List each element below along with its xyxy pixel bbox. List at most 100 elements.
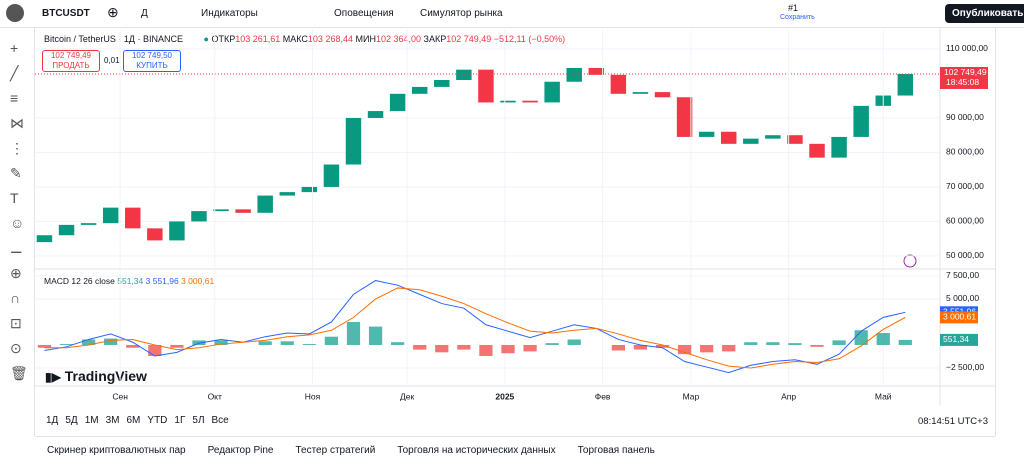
layout-name[interactable]: #1	[788, 3, 799, 13]
spread: 0,01	[104, 56, 120, 65]
buy-label: КУПИТЬ	[136, 61, 168, 70]
signal-value: 3 000,61	[181, 276, 215, 286]
histogram-bar	[700, 344, 714, 353]
candle-body	[654, 92, 671, 98]
candle-body	[787, 135, 803, 144]
candle-body	[36, 235, 53, 243]
candle-body	[213, 209, 229, 212]
candle-body	[544, 81, 560, 103]
histogram-bar	[854, 330, 868, 345]
indicator-line	[44, 280, 906, 374]
drawing-tools[interactable]: + ╱ ≡ ⋈ ⋮ ✎ T ☺ ⚊ ⊕ ∩ ⊡ ⊙ 🗑	[10, 40, 28, 381]
histogram-bar	[214, 340, 228, 345]
axis-value-box	[940, 311, 978, 324]
range-button[interactable]: YTD	[147, 415, 168, 426]
avatar[interactable]	[6, 4, 24, 22]
candle-body	[610, 74, 627, 94]
range-button[interactable]: 6М	[126, 415, 141, 426]
candle-body	[632, 92, 649, 94]
histogram-bar	[148, 344, 162, 357]
close-value: 102 749,49	[446, 34, 492, 44]
x-tick-label: Ноя	[305, 391, 321, 401]
y-tick-label: 80 000,00	[946, 147, 984, 157]
x-tick-label: Мар	[683, 391, 700, 401]
candle-body	[721, 131, 737, 144]
macd-name: MACD 12 26 close	[44, 276, 115, 286]
histogram-bar	[457, 344, 471, 350]
panel-tab[interactable]: Торговля на исторических данных	[397, 445, 556, 456]
y-tick-label: 110 000,00	[946, 43, 988, 53]
candle-body	[676, 97, 693, 137]
histogram-bar	[567, 339, 581, 345]
candle-body	[235, 209, 251, 213]
candle-body	[301, 186, 318, 193]
brand-text: TradingView	[64, 368, 147, 384]
axis-value-label: 3 000,61	[943, 312, 976, 322]
range-button[interactable]: 5Д	[65, 415, 78, 426]
x-tick-label: Фев	[595, 391, 611, 401]
replay[interactable]: Симулятор рынка	[420, 8, 503, 19]
y-tick-label: 90 000,00	[946, 112, 984, 122]
histogram-bar	[611, 344, 625, 351]
range-button[interactable]: 1М	[84, 415, 99, 426]
histogram-bar	[744, 342, 758, 345]
range-button[interactable]: 3М	[105, 415, 120, 426]
axis-value-label: 551,34	[943, 334, 969, 344]
histogram-bar	[104, 338, 118, 345]
indicators[interactable]: Индикаторы	[201, 8, 258, 19]
open-value: 103 261,61	[235, 34, 281, 44]
event-icon[interactable]	[903, 254, 917, 268]
open-label: ОТКР	[211, 34, 236, 44]
buy-price: 102 749,50	[131, 51, 173, 60]
last-price-label: 102 749,49	[944, 67, 987, 77]
interval[interactable]: Д	[141, 8, 148, 19]
sell-label: ПРОДАТЬ	[52, 61, 90, 70]
histogram-bar	[435, 344, 449, 353]
range-button[interactable]: 5Л	[192, 415, 205, 426]
countdown: 18:45:08	[946, 77, 979, 87]
candle-body	[389, 93, 406, 112]
candle-body	[831, 136, 847, 158]
panel-tab[interactable]: Редактор Pine	[207, 445, 274, 456]
histogram-bar	[413, 344, 427, 350]
buy-button[interactable]: 102 749,50 КУПИТЬ	[123, 50, 181, 72]
range-bar: 1Д 5Д 1М 3М 6М YTD 1Г 5Л Все	[46, 415, 236, 426]
range-button[interactable]: Все	[211, 415, 229, 426]
close-label: ЗАКР	[423, 34, 447, 44]
brand: ▮▶ TradingView	[45, 368, 147, 384]
candle-body	[500, 100, 516, 103]
symbol-search[interactable]: BTCUSDT	[42, 8, 90, 19]
candle-body	[522, 100, 538, 103]
range-button[interactable]: 1Г	[174, 415, 186, 426]
candle-body	[897, 73, 914, 96]
histogram-bar	[346, 321, 361, 345]
histogram-bar	[722, 344, 736, 352]
histogram-bar	[677, 344, 692, 355]
publish[interactable]: Опубликовать	[945, 4, 1024, 23]
y-tick-label: 70 000,00	[946, 181, 984, 191]
histogram-bar	[81, 339, 96, 345]
add-symbol[interactable]: ⊕	[107, 4, 119, 20]
low-value: 102 364,00	[375, 34, 421, 44]
panel-tab[interactable]: Скринер криптовалютных пар	[47, 445, 186, 456]
panel-tab[interactable]: Торговая панель	[577, 445, 655, 456]
range-button[interactable]: 1Д	[46, 415, 59, 426]
sell-button[interactable]: 102 749,49 ПРОДАТЬ	[42, 50, 100, 72]
candle-body	[102, 207, 119, 224]
symbol-legend: Bitcoin / TetherUS · 1Д · BINANCE ● ОТКР…	[44, 34, 566, 44]
change: −512,11 (−0,50%)	[493, 34, 566, 44]
histogram-bar	[324, 336, 339, 345]
histogram-bar	[368, 326, 383, 345]
panel-tab[interactable]: Тестер стратегий	[295, 445, 376, 456]
candle-body	[125, 207, 141, 229]
candle-body	[367, 111, 384, 118]
histogram-bar	[37, 344, 52, 348]
histogram-bar	[501, 344, 515, 354]
save[interactable]: Сохранить	[780, 14, 815, 21]
candle-body	[279, 192, 295, 196]
candle-body	[147, 228, 163, 241]
alerts[interactable]: Оповещения	[334, 8, 394, 19]
y-tick-label: 60 000,00	[946, 216, 984, 226]
candle-body	[411, 86, 428, 94]
